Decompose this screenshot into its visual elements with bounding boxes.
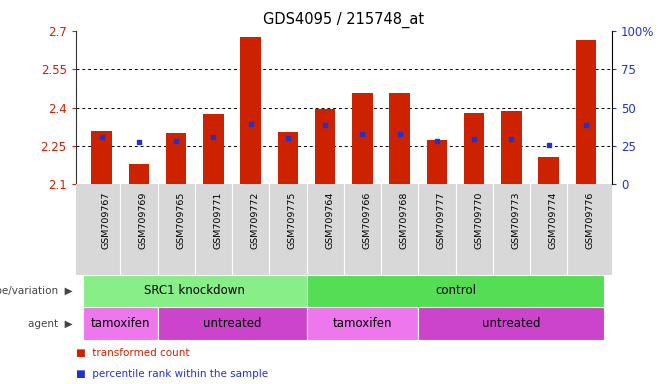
Bar	[418, 307, 605, 340]
Text: SRC1 knockdown: SRC1 knockdown	[144, 285, 245, 297]
Text: tamoxifen: tamoxifen	[91, 317, 150, 330]
Text: GSM709765: GSM709765	[176, 192, 185, 249]
Bar	[278, 132, 298, 184]
Text: untreated: untreated	[203, 317, 261, 330]
Bar	[240, 37, 261, 184]
Text: ■  transformed count: ■ transformed count	[76, 348, 189, 358]
Bar	[315, 109, 336, 184]
Text: control: control	[435, 285, 476, 297]
Bar	[129, 164, 149, 184]
Text: GSM709764: GSM709764	[325, 192, 334, 249]
Text: GSM709774: GSM709774	[549, 192, 557, 249]
Text: GSM709775: GSM709775	[288, 192, 297, 249]
Bar	[166, 133, 186, 184]
Bar	[390, 93, 410, 184]
Text: GSM709768: GSM709768	[399, 192, 409, 249]
Text: GSM709767: GSM709767	[102, 192, 111, 249]
Title: GDS4095 / 215748_at: GDS4095 / 215748_at	[263, 12, 424, 28]
Text: ■  percentile rank within the sample: ■ percentile rank within the sample	[76, 369, 268, 379]
Text: genotype/variation  ▶: genotype/variation ▶	[0, 286, 72, 296]
Bar	[83, 275, 307, 307]
Text: agent  ▶: agent ▶	[28, 318, 72, 329]
Bar	[91, 131, 112, 184]
Text: GSM709766: GSM709766	[363, 192, 371, 249]
Bar	[203, 114, 224, 184]
Text: GSM709777: GSM709777	[437, 192, 446, 249]
Text: GSM709769: GSM709769	[139, 192, 148, 249]
Text: tamoxifen: tamoxifen	[333, 317, 392, 330]
Bar	[307, 307, 418, 340]
Bar	[352, 93, 372, 184]
Text: GSM709776: GSM709776	[586, 192, 595, 249]
Text: GSM709770: GSM709770	[474, 192, 483, 249]
Bar	[576, 40, 596, 184]
Bar	[501, 111, 522, 184]
Bar	[426, 139, 447, 184]
Text: untreated: untreated	[482, 317, 541, 330]
Bar	[83, 307, 158, 340]
Bar	[307, 275, 605, 307]
Text: GSM709773: GSM709773	[511, 192, 520, 249]
Text: GSM709772: GSM709772	[251, 192, 260, 249]
Bar	[158, 307, 307, 340]
Text: GSM709771: GSM709771	[213, 192, 222, 249]
Bar	[464, 113, 484, 184]
Bar	[538, 157, 559, 184]
